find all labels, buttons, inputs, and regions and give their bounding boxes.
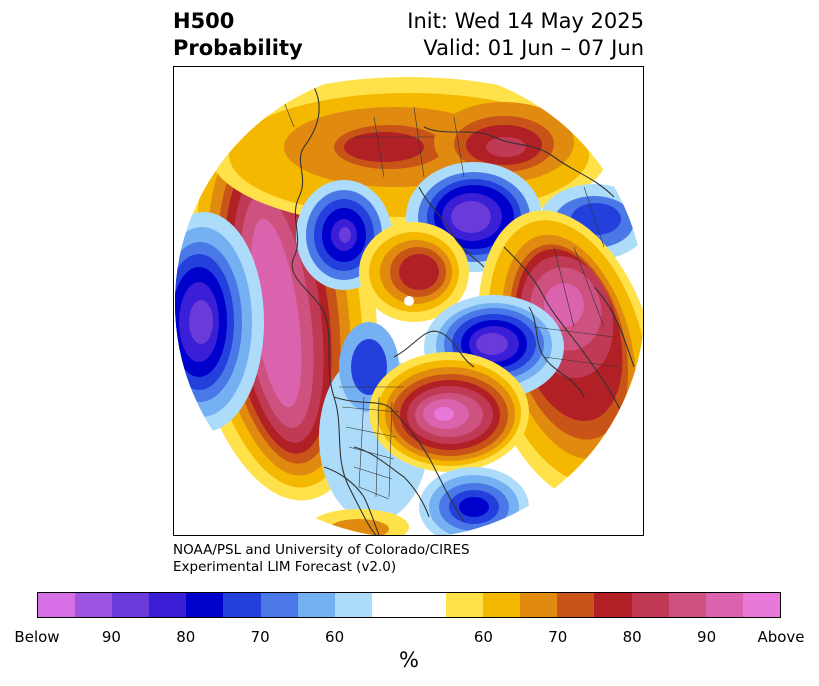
colorbar-tick-label: 60 [325, 628, 345, 646]
anomaly-below-west-pacific [175, 212, 264, 432]
colorbar-segment [668, 593, 706, 617]
colorbar-tick-label: 70 [548, 628, 568, 646]
colorbar-segment [186, 593, 224, 617]
forecast-dates: Init: Wed 14 May 2025 Valid: 01 Jun – 07… [407, 8, 644, 62]
coastlines [291, 86, 635, 535]
chart-title: H500 Probability [173, 8, 303, 62]
colorbar-segment [631, 593, 669, 617]
init-date: Init: Wed 14 May 2025 [407, 9, 644, 33]
probability-map [173, 66, 644, 536]
colorbar-tick-label: Above [757, 628, 805, 646]
colorbar-tick-label: 90 [101, 628, 121, 646]
colorbar-segment [594, 593, 632, 617]
colorbar-segment [149, 593, 187, 617]
colorbar-tick-label: 70 [250, 628, 270, 646]
colorbar-segment [38, 593, 76, 617]
colorbar-segment [742, 593, 780, 617]
anomaly-below-eastern-siberia [296, 180, 392, 290]
credit-line-2: Experimental LIM Forecast (v2.0) [173, 559, 397, 575]
colorbar-segment [334, 593, 372, 617]
map-svg [175, 68, 643, 535]
colorbar-tick-label: 60 [473, 628, 493, 646]
anomaly-above-arctic [359, 222, 469, 322]
colorbar-segment [446, 593, 484, 617]
colorbar-tick-label: 80 [176, 628, 196, 646]
anomaly-above-northern-siberia [209, 77, 609, 227]
colorbar [37, 592, 781, 618]
colorbar-tick-label: 90 [697, 628, 717, 646]
credit-text: NOAA/PSL and University of Colorado/CIRE… [173, 542, 470, 576]
colorbar-segment [371, 593, 447, 617]
variable-name: H500 [173, 9, 235, 33]
colorbar-segment [223, 593, 261, 617]
colorbar-segment [520, 593, 558, 617]
colorbar-segment [112, 593, 150, 617]
colorbar-segment [260, 593, 298, 617]
colorbar-tick-label: Below [14, 628, 60, 646]
colorbar-segment [705, 593, 743, 617]
credit-line-1: NOAA/PSL and University of Colorado/CIRE… [173, 542, 470, 558]
colorbar-segment [297, 593, 335, 617]
valid-period: Valid: 01 Jun – 07 Jun [423, 36, 644, 60]
variable-type: Probability [173, 36, 303, 60]
colorbar-segment [483, 593, 521, 617]
colorbar-tick-label: 80 [622, 628, 642, 646]
colorbar-unit: % [399, 648, 419, 672]
colorbar-segment [75, 593, 113, 617]
anomaly-above-eastern-canada [369, 352, 529, 472]
colorbar-segment [557, 593, 595, 617]
